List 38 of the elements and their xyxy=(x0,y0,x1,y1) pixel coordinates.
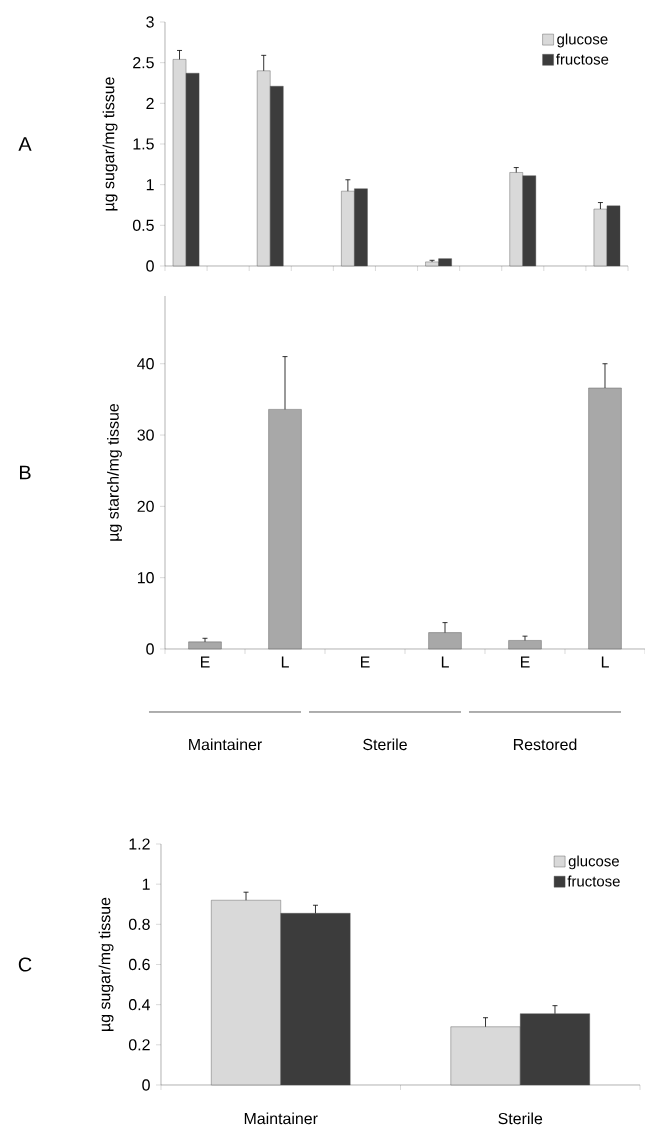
y-tick-label: 0.6 xyxy=(128,958,150,971)
x-tick-label: E xyxy=(521,656,530,668)
x-tick-label: L xyxy=(281,656,289,668)
y-tick-label: 1.5 xyxy=(133,138,154,150)
y-tick-label: 10 xyxy=(137,572,154,584)
y-tick-label: 20 xyxy=(137,500,154,513)
x-tick-label: L xyxy=(441,656,449,668)
legend-label: glucose xyxy=(557,33,608,48)
text: Maintainer xyxy=(189,738,262,751)
y-axis-title: µg sugar/mg tissue xyxy=(98,897,114,1031)
legend-label: fructose xyxy=(567,875,620,887)
x-tick-label: L xyxy=(601,656,609,668)
y-tick-label: 0.5 xyxy=(132,219,154,231)
y-tick-label: 0 xyxy=(146,643,154,655)
y-tick-label: 0.4 xyxy=(128,999,151,1011)
text: C xyxy=(18,957,32,972)
y-tick-label: 30 xyxy=(137,429,154,441)
y-tick-label: 2 xyxy=(146,97,154,109)
legend-label: glucose xyxy=(568,855,619,870)
y-axis-title: µg starch/mg tissue xyxy=(107,403,122,541)
x-tick-label: E xyxy=(361,656,370,668)
x-tick-label: E xyxy=(201,656,210,668)
y-tick-label: 1 xyxy=(146,179,154,191)
text: Restored xyxy=(513,738,577,751)
y-tick-label: 3 xyxy=(146,16,154,28)
y-tick-label: 0.8 xyxy=(128,918,150,930)
text: A xyxy=(18,137,32,151)
text: B xyxy=(20,465,31,480)
y-axis-title: µg sugar/mg tissue xyxy=(102,77,118,211)
y-tick-label: 1 xyxy=(142,878,150,890)
y-tick-label: 0 xyxy=(142,1079,150,1091)
y-tick-label: 0 xyxy=(146,260,154,272)
y-tick-label: 40 xyxy=(137,358,154,370)
text: Sterile xyxy=(363,738,407,751)
y-tick-label: 2.5 xyxy=(133,57,154,69)
legend-label: fructose xyxy=(555,53,609,65)
y-tick-label: 1.2 xyxy=(129,838,150,850)
y-tick-label: 0.2 xyxy=(128,1039,150,1051)
